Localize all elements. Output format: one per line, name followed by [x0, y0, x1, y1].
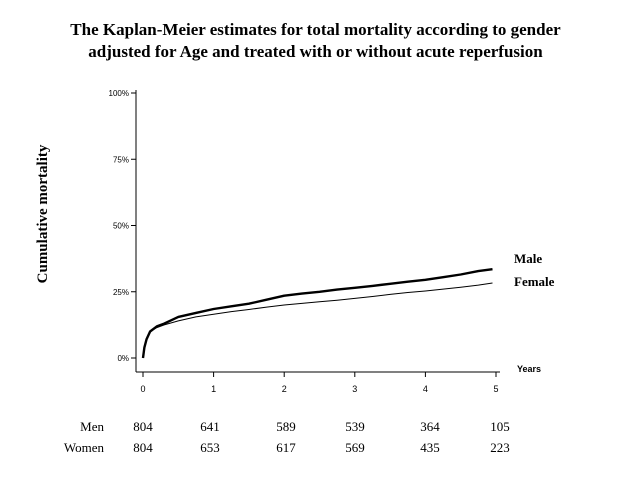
risk-value: 364: [420, 419, 440, 434]
y-tick-label: 0%: [117, 354, 129, 363]
series-label-female: Female: [514, 274, 555, 289]
risk-value: 653: [200, 440, 220, 455]
y-tick-label: 25%: [113, 288, 129, 297]
x-ticks-group: 0 1 2 3 4 5: [140, 372, 499, 394]
chart-title-line-1: The Kaplan-Meier estimates for total mor…: [70, 20, 561, 39]
y-tick-label: 100%: [109, 89, 129, 98]
series-label-male: Male: [514, 251, 542, 266]
x-tick-label: 4: [423, 384, 428, 394]
risk-value: 569: [345, 440, 365, 455]
y-ticks-group: 0% 25% 50% 75% 100%: [109, 89, 136, 363]
chart-title-line-2: adjusted for Age and treated with or wit…: [88, 42, 543, 61]
x-tick-label: 2: [282, 384, 287, 394]
risk-value: 223: [490, 440, 510, 455]
risk-value: 617: [276, 440, 296, 455]
risk-value: 804: [133, 440, 153, 455]
x-tick-label: 3: [352, 384, 357, 394]
x-tick-label: 1: [211, 384, 216, 394]
risk-value: 641: [200, 419, 220, 434]
x-tick-label: 5: [493, 384, 498, 394]
series-group: [141, 268, 493, 359]
risk-value: 804: [133, 419, 153, 434]
risk-row-label: Women: [64, 440, 105, 455]
y-tick-label: 50%: [113, 222, 129, 231]
y-tick-label: 75%: [113, 155, 129, 164]
y-axis-label: Cumulative mortality: [35, 144, 51, 283]
x-axis-label: Years: [517, 364, 541, 374]
risk-value: 589: [276, 419, 296, 434]
series-line-male: [141, 268, 493, 359]
x-tick-label: 0: [140, 384, 145, 394]
risk-value: 539: [345, 419, 365, 434]
risk-row-label: Men: [80, 419, 104, 434]
number-at-risk-table: Men 804 641 589 539 364 105 Women 804 653 617 569 43…: [64, 419, 510, 455]
series-labels-group: Male Female: [514, 251, 555, 289]
series-line-female: [142, 282, 493, 359]
risk-value: 435: [420, 440, 440, 455]
risk-value: 105: [490, 419, 510, 434]
